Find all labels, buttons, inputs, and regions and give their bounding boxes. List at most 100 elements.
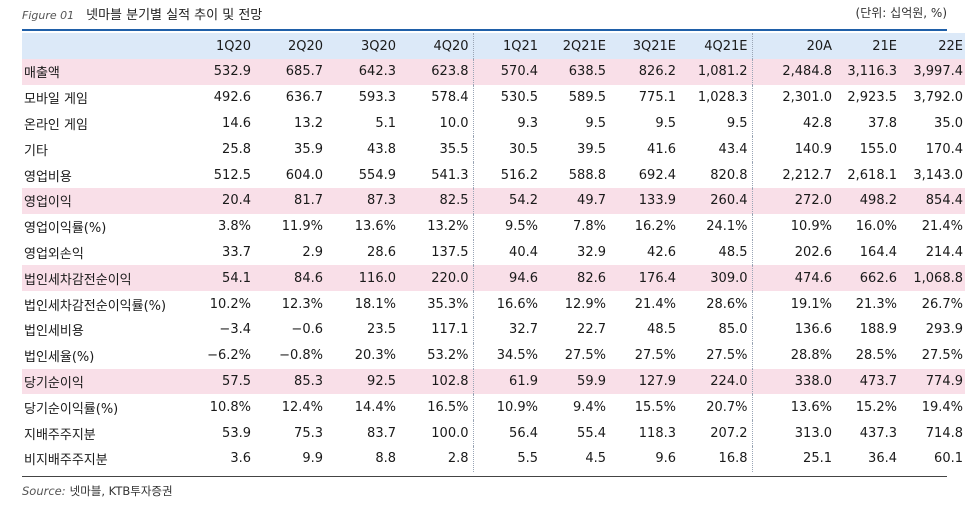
table-cell: 207.2 xyxy=(680,420,753,446)
table-cell: 27.5% xyxy=(564,348,606,364)
table-cell: 136.6 xyxy=(794,322,832,338)
table-cell: 27.5% xyxy=(680,342,753,369)
table-cell: 473.7 xyxy=(836,368,901,395)
table-cell: 87.3 xyxy=(327,187,400,214)
row-label: 법인세비용 xyxy=(24,324,84,340)
row-label: 당기순이익률(%) xyxy=(24,401,119,417)
row-label: 법인세차감전순이익 xyxy=(22,265,192,292)
table-cell: 12.9% xyxy=(564,296,606,312)
header-cell: 4Q21E xyxy=(680,33,753,59)
row-label: 비지배주주지분 xyxy=(24,453,108,469)
table-cell: 43.4 xyxy=(680,136,753,163)
table-cell: 92.5 xyxy=(327,368,400,395)
table-cell: 19.1% xyxy=(790,296,832,312)
table-cell: 20.4 xyxy=(192,187,255,214)
table-row: 당기순이익률(%) 10.8% 12.4% 14.4% 16.5% 10.9% 9.4% 15… xyxy=(22,394,965,421)
table-cell: 117.1 xyxy=(400,316,474,343)
table-row: 영업비용 512.5 604.0 554.9 541.3 516.2 588.8 692.4 8… xyxy=(22,162,965,188)
table-cell: 37.8 xyxy=(868,115,897,131)
table-cell: 220.0 xyxy=(400,265,474,292)
table-cell: 692.4 xyxy=(638,167,676,183)
row-label: 기타 xyxy=(24,143,48,159)
table-cell: 1,068.8 xyxy=(901,265,965,292)
earnings-table: 1Q20 2Q20 3Q20 4Q20 1Q21 2Q21E 3Q21E 4Q21E 20A 21… xyxy=(22,33,965,472)
row-label: 지배주주지분 xyxy=(24,427,96,443)
table-cell: 826.2 xyxy=(610,59,680,85)
table-cell: 3.8% xyxy=(217,219,251,235)
table-cell: 11.9% xyxy=(281,219,323,235)
table-cell: −0.6 xyxy=(291,322,323,338)
table-cell: 7.8% xyxy=(572,219,606,235)
figure-label: Figure 01 xyxy=(22,9,75,22)
table-cell: 15.2% xyxy=(855,399,897,415)
table-cell: −0.8% xyxy=(279,348,323,364)
table-cell: 21.4% xyxy=(634,296,676,312)
table-cell: 593.3 xyxy=(358,90,396,106)
table-cell: 164.4 xyxy=(859,244,897,260)
table-cell: 662.6 xyxy=(836,265,901,292)
table-cell: 474.6 xyxy=(752,265,836,292)
table-cell: 10.8% xyxy=(209,399,251,415)
table-cell: 40.4 xyxy=(509,244,538,260)
table-cell: 25.8 xyxy=(222,141,251,157)
table-cell: 260.4 xyxy=(680,187,753,214)
table-cell: 512.5 xyxy=(213,167,251,183)
table-cell: 3.6 xyxy=(230,451,251,467)
table-row: 비지배주주지분 3.6 9.9 8.8 2.8 5.5 4.5 9.6 16.8 25.1 36.4… xyxy=(22,445,965,472)
table-cell: 85.0 xyxy=(680,316,753,343)
table-cell: 15.5% xyxy=(634,399,676,415)
table-cell: 42.6 xyxy=(647,244,676,260)
table-cell: 854.4 xyxy=(901,187,965,214)
table-cell: 774.9 xyxy=(901,368,965,395)
table-cell: 28.5% xyxy=(855,348,897,364)
table-cell: 16.2% xyxy=(634,219,676,235)
table-cell: 14.6 xyxy=(222,115,251,131)
table-cell: 10.2% xyxy=(209,296,251,312)
table-cell: 42.8 xyxy=(803,115,832,131)
row-label: 영업외손익 xyxy=(24,246,84,262)
table-cell: 36.4 xyxy=(868,451,897,467)
row-label: 영업이익 xyxy=(22,187,192,214)
table-cell: 532.9 xyxy=(192,59,255,85)
header-cell: 20A xyxy=(752,33,836,59)
table-cell: 9.5 xyxy=(655,115,676,131)
table-cell: 13.6% xyxy=(790,399,832,415)
table-cell: 10.9% xyxy=(496,399,538,415)
table-cell: 32.7 xyxy=(509,322,538,338)
table-cell: 9.3 xyxy=(517,115,538,131)
table-cell: 28.8% xyxy=(790,348,832,364)
row-label: 영업이익률(%) xyxy=(24,221,107,237)
source-text: 넷마블, KTB투자증권 xyxy=(69,484,173,498)
table-cell: 82.5 xyxy=(400,187,474,214)
figure-title: 넷마블 분기별 실적 추이 및 전망 xyxy=(86,8,263,23)
table-row: 영업이익 20.4 81.7 87.3 82.5 54.2 49.7 133.9 260.4 27… xyxy=(22,187,965,214)
table-cell: 60.1 xyxy=(934,451,963,467)
table-cell: 775.1 xyxy=(638,90,676,106)
table-cell: 55.4 xyxy=(577,425,606,441)
table-cell: 10.0 xyxy=(400,110,474,137)
table-cell: 53.9 xyxy=(222,425,251,441)
table-cell: 28.6% xyxy=(680,291,753,317)
table-cell: 21.3% xyxy=(855,296,897,312)
table-cell: 32.9 xyxy=(577,244,606,260)
table-cell: 28.6 xyxy=(367,244,396,260)
table-cell: 578.4 xyxy=(400,84,474,111)
table-cell: 685.7 xyxy=(255,59,327,85)
table-cell: 4.5 xyxy=(585,451,606,467)
header-cell: 2Q21E xyxy=(542,33,610,59)
table-cell: 214.4 xyxy=(925,244,963,260)
table-row: 온라인 게임 14.6 13.2 5.1 10.0 9.3 9.5 9.5 9.5 42.8 37.… xyxy=(22,110,965,137)
table-body: 매출액 532.9 685.7 642.3 623.8 570.4 638.5 826.2 1,… xyxy=(22,59,965,472)
table-cell: 20.7% xyxy=(680,394,753,421)
table-cell: 9.5 xyxy=(585,115,606,131)
table-cell: 13.2% xyxy=(400,213,474,240)
header-cell: 22E xyxy=(901,33,965,59)
table-row: 모바일 게임 492.6 636.7 593.3 578.4 530.5 589.5 775.… xyxy=(22,84,965,111)
table-cell: 1,028.3 xyxy=(680,84,753,111)
table-cell: 498.2 xyxy=(836,187,901,214)
table-cell: 12.3% xyxy=(281,296,323,312)
header-cell: 1Q21 xyxy=(473,33,542,59)
table-cell: 12.4% xyxy=(281,399,323,415)
table-cell: 313.0 xyxy=(794,425,832,441)
table-cell: 57.5 xyxy=(192,368,255,395)
